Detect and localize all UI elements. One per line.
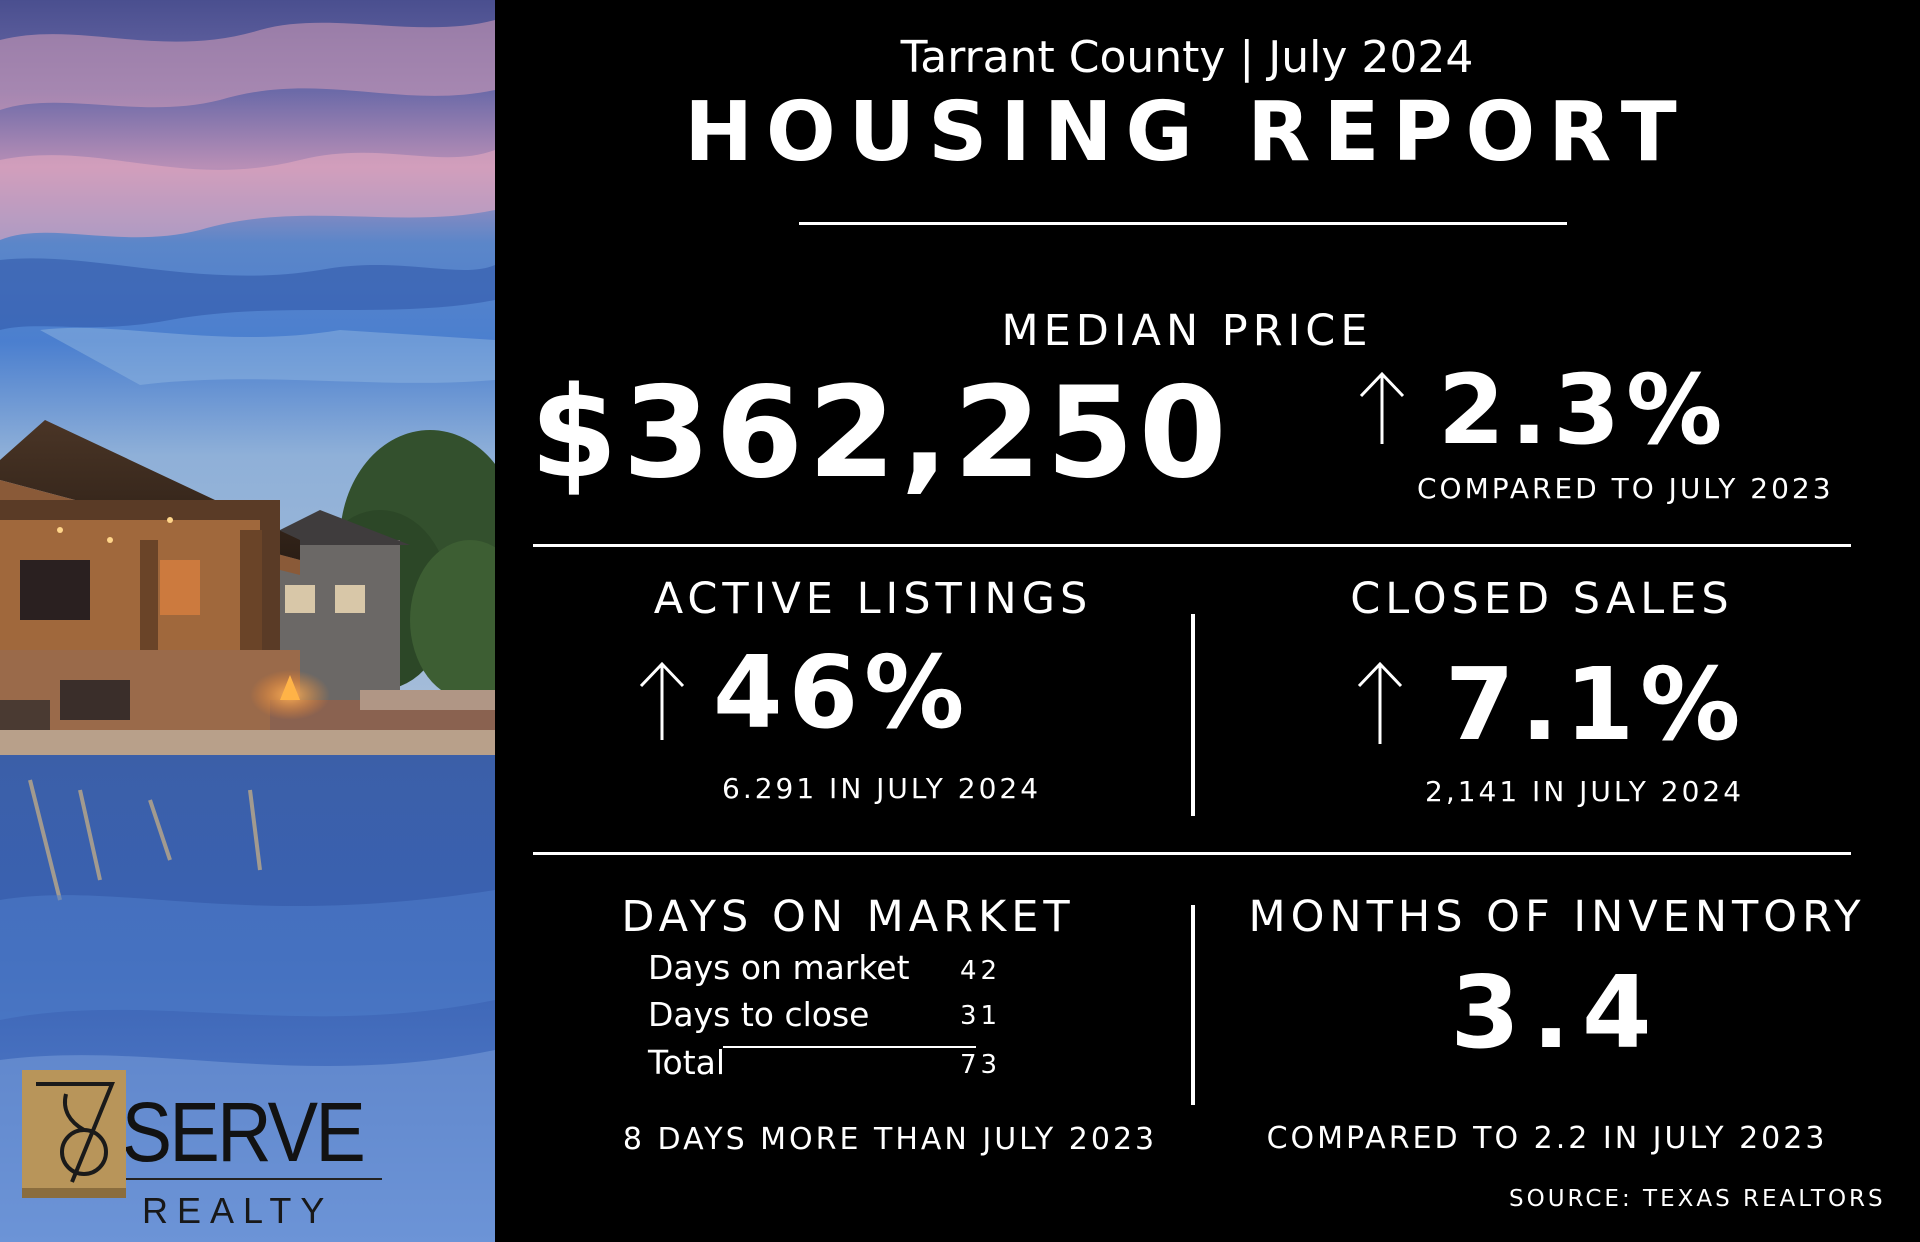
section-divider-2: [533, 852, 1851, 855]
reserve-realty-logo: RESERVE REALTY: [22, 1070, 472, 1231]
active-listings-label: ACTIVE LISTINGS: [653, 574, 1093, 624]
days-on-market-note: 8 DAYS MORE THAN JULY 2023: [622, 1122, 1158, 1157]
dom-row-value: 31: [960, 1001, 1002, 1031]
months-of-inventory-comparison: COMPARED TO 2.2 IN JULY 2023: [1266, 1121, 1828, 1156]
median-price-value: $362,250: [530, 359, 1232, 506]
column-divider-1: [1191, 614, 1195, 816]
median-price-change: 2.3%: [1438, 354, 1729, 466]
backyard-pool-image: [0, 0, 495, 1242]
dom-row-label: Days to close: [648, 995, 870, 1034]
active-listings-detail: 6.291 IN JULY 2024: [722, 772, 1042, 805]
page-title: HOUSING REPORT: [684, 85, 1690, 180]
active-listings-change: 46%: [713, 634, 971, 751]
closed-sales-change: 7.1%: [1445, 646, 1747, 763]
dom-row-label: Total: [648, 1043, 726, 1082]
header-divider: [799, 222, 1567, 225]
up-arrow-icon: [639, 661, 685, 740]
dom-row-value: 73: [960, 1050, 1002, 1080]
dom-total-rule: [723, 1046, 976, 1048]
median-price-comparison: COMPARED TO JULY 2023: [1417, 472, 1834, 505]
logo-divider: [24, 1178, 382, 1180]
column-divider-2: [1191, 905, 1195, 1105]
dom-row-value: 42: [960, 956, 1002, 986]
up-arrow-icon: [1357, 661, 1403, 744]
up-arrow-icon: [1359, 371, 1405, 444]
closed-sales-detail: 2,141 IN JULY 2024: [1425, 775, 1745, 808]
hero-photo: RESERVE REALTY: [0, 0, 495, 1242]
housing-report-panel: Tarrant County | July 2024 HOUSING REPOR…: [495, 0, 1920, 1242]
closed-sales-label: CLOSED SALES: [1350, 574, 1734, 624]
logo-76-mark-icon: [22, 1070, 126, 1198]
source-note: SOURCE: TEXAS REALTORS: [1509, 1186, 1886, 1212]
days-on-market-label: DAYS ON MARKET: [621, 892, 1075, 942]
months-of-inventory-value: 3.4: [1450, 954, 1664, 1071]
dom-row-label: Days on market: [648, 948, 910, 987]
logo-subtitle: REALTY: [142, 1190, 334, 1231]
section-divider-1: [533, 544, 1851, 547]
median-price-label: MEDIAN PRICE: [1001, 306, 1373, 356]
months-of-inventory-label: MONTHS OF INVENTORY: [1248, 892, 1866, 942]
report-subtitle: Tarrant County | July 2024: [900, 32, 1474, 83]
